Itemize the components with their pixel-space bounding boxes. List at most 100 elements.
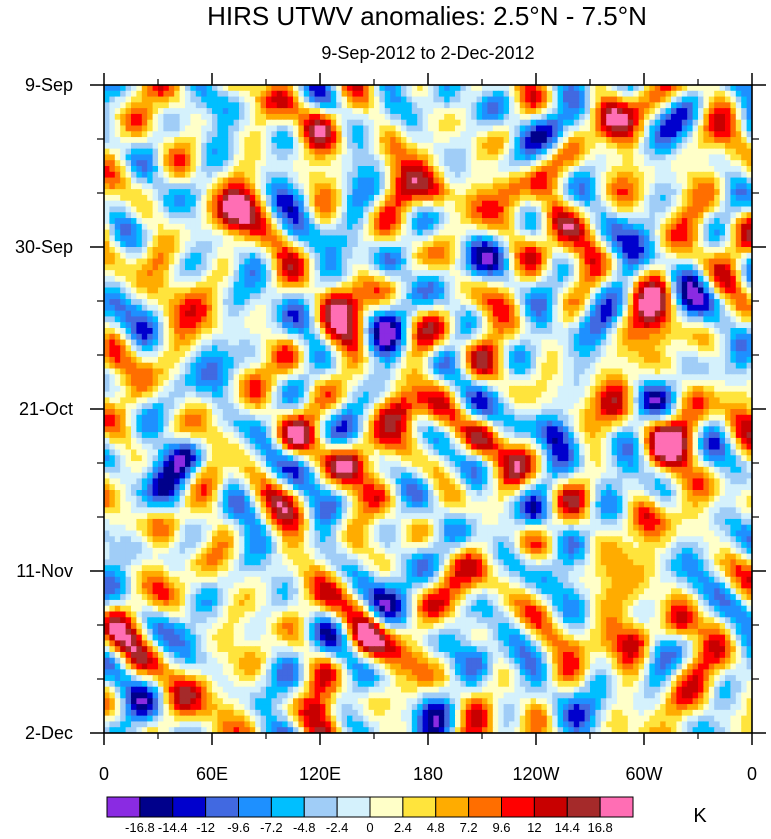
heatmap-cell	[185, 212, 191, 219]
heatmap-cell	[487, 322, 494, 329]
heatmap-cell	[746, 96, 752, 103]
heatmap-cell	[363, 177, 370, 184]
heatmap-cell	[131, 194, 137, 202]
heatmap-cell	[735, 206, 742, 213]
heatmap-cell	[271, 293, 278, 300]
heatmap-cell	[109, 299, 116, 306]
heatmap-cell	[185, 108, 191, 115]
heatmap-cell	[665, 223, 672, 231]
heatmap-cell	[654, 270, 661, 277]
heatmap-cell	[141, 293, 148, 300]
heatmap-cell	[260, 316, 267, 323]
heatmap-cell	[249, 287, 256, 294]
heatmap-cell	[541, 183, 548, 190]
heatmap-cell	[384, 183, 391, 190]
heatmap-cell	[654, 166, 661, 173]
heatmap-cell	[622, 148, 629, 156]
heatmap-cell	[525, 142, 532, 150]
heatmap-cell	[401, 102, 407, 109]
heatmap-cell	[638, 316, 645, 323]
heatmap-cell	[671, 160, 677, 167]
heatmap-cell	[325, 218, 332, 225]
heatmap-cell	[271, 194, 278, 202]
heatmap-cell	[374, 108, 380, 115]
heatmap-cell	[665, 252, 672, 260]
heatmap-cell	[363, 131, 370, 138]
heatmap-cell	[654, 177, 661, 184]
heatmap-cell	[303, 223, 310, 231]
heatmap-cell	[638, 212, 645, 219]
heatmap-cell	[120, 293, 127, 300]
heatmap-cell	[379, 200, 386, 208]
heatmap-cell	[384, 119, 391, 127]
heatmap-cell	[131, 189, 137, 196]
heatmap-cell	[174, 108, 181, 115]
heatmap-cell	[141, 177, 148, 184]
heatmap-cell	[622, 235, 629, 242]
heatmap-cell	[638, 247, 645, 254]
heatmap-cell	[120, 229, 127, 237]
heatmap-cell	[622, 310, 629, 318]
heatmap-cell	[698, 235, 704, 242]
heatmap-cell	[374, 137, 380, 144]
heatmap-cell	[665, 137, 672, 144]
heatmap-cell	[406, 299, 413, 306]
heatmap-cell	[444, 218, 451, 225]
heatmap-cell	[374, 218, 380, 225]
heatmap-cell	[622, 166, 629, 173]
heatmap-cell	[676, 270, 683, 277]
heatmap-cell	[201, 258, 208, 265]
heatmap-cell	[638, 113, 645, 121]
heatmap-cell	[357, 247, 364, 254]
heatmap-cell	[568, 275, 575, 283]
heatmap-cell	[120, 137, 127, 144]
heatmap-cell	[422, 90, 429, 98]
heatmap-cell	[703, 316, 710, 323]
heatmap-cell	[557, 102, 564, 109]
heatmap-cell	[735, 154, 742, 161]
heatmap-cell	[104, 270, 110, 277]
heatmap-cell	[611, 293, 618, 300]
heatmap-cell	[438, 206, 445, 213]
heatmap-cell	[158, 183, 164, 190]
heatmap-cell	[573, 310, 580, 318]
heatmap-cell	[617, 189, 623, 196]
heatmap-cell	[622, 241, 629, 248]
heatmap-cell	[104, 264, 110, 271]
heatmap-cell	[433, 275, 440, 283]
heatmap-cell	[471, 235, 478, 242]
heatmap-cell	[271, 160, 278, 167]
heatmap-cell	[363, 322, 370, 329]
heatmap-cell	[654, 275, 661, 283]
heatmap-cell	[552, 252, 559, 260]
heatmap-cell	[228, 177, 235, 184]
heatmap-cell	[579, 287, 586, 294]
heatmap-cell	[228, 281, 235, 289]
heatmap-cell	[465, 90, 472, 98]
heatmap-cell	[320, 229, 326, 237]
heatmap-cell	[255, 96, 262, 103]
heatmap-cell	[703, 154, 710, 161]
heatmap-cell	[352, 119, 359, 127]
heatmap-cell	[384, 194, 391, 202]
heatmap-cell	[114, 275, 121, 283]
heatmap-cell	[109, 108, 116, 115]
heatmap-cell	[125, 108, 132, 115]
heatmap-cell	[266, 194, 272, 202]
heatmap-cell	[671, 316, 677, 323]
heatmap-cell	[152, 148, 159, 156]
heatmap-cell	[509, 275, 515, 283]
heatmap-cell	[401, 177, 407, 184]
heatmap-cell	[357, 322, 364, 329]
heatmap-cell	[379, 113, 386, 121]
heatmap-cell	[163, 171, 170, 179]
heatmap-cell	[120, 304, 127, 312]
heatmap-cell	[455, 304, 461, 312]
heatmap-cell	[428, 177, 434, 184]
heatmap-cell	[260, 322, 267, 329]
heatmap-cell	[395, 310, 402, 318]
heatmap-cell	[336, 270, 343, 277]
heatmap-cell	[698, 148, 704, 156]
heatmap-cell	[595, 275, 602, 283]
heatmap-cell	[708, 229, 715, 237]
